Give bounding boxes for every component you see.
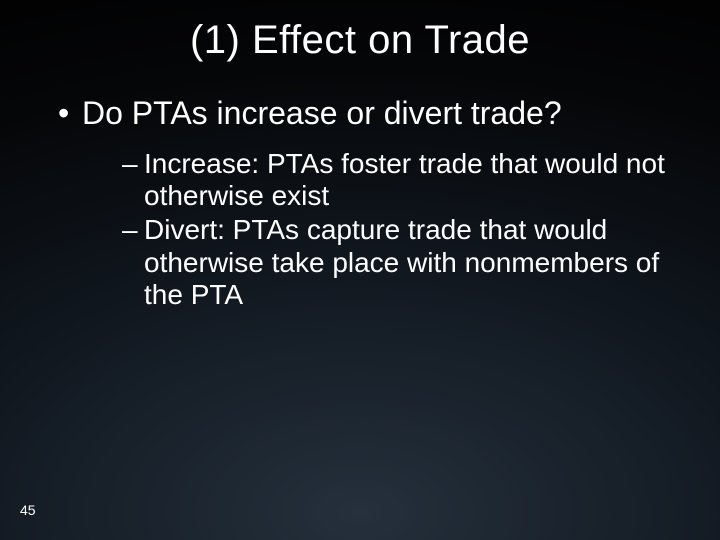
bullet-level2-item: Increase: PTAs foster trade that would n…	[116, 148, 690, 212]
bullet-level2-text: Divert: PTAs capture trade that would ot…	[144, 214, 659, 309]
slide-title: (1) Effect on Trade	[30, 18, 690, 63]
bullet-level1-item: Do PTAs increase or divert trade? Increa…	[52, 95, 690, 311]
bullet-list-level1: Do PTAs increase or divert trade? Increa…	[30, 95, 690, 311]
page-number: 45	[20, 502, 36, 518]
bullet-level1-text: Do PTAs increase or divert trade?	[82, 95, 562, 131]
bullet-level2-text: Increase: PTAs foster trade that would n…	[144, 148, 665, 211]
slide: (1) Effect on Trade Do PTAs increase or …	[0, 0, 720, 540]
bullet-level2-item: Divert: PTAs capture trade that would ot…	[116, 214, 690, 311]
bullet-list-level2: Increase: PTAs foster trade that would n…	[82, 148, 690, 311]
